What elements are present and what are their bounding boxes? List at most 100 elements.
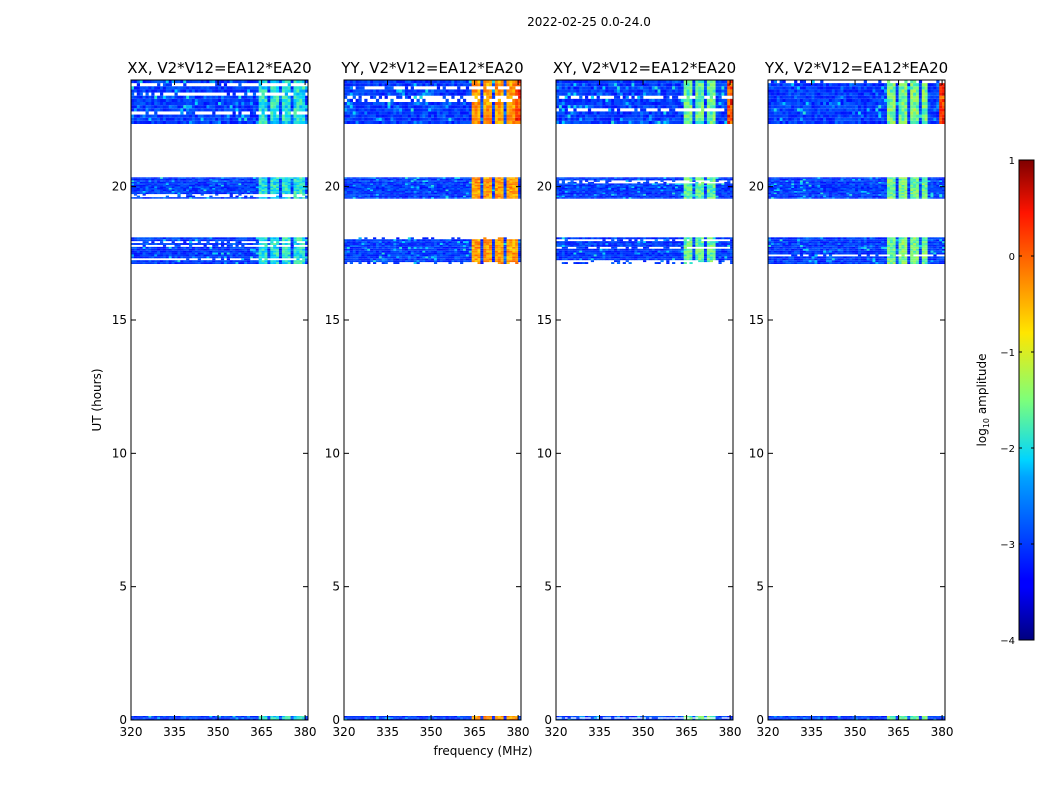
- heatmap-cell: [503, 108, 507, 112]
- heatmap-cell: [148, 105, 152, 109]
- heatmap-cell: [197, 717, 201, 719]
- heatmap-cell: [157, 717, 161, 719]
- heatmap-cell: [355, 114, 359, 118]
- heatmap-cell: [428, 260, 432, 263]
- heatmap-cell: [168, 239, 172, 242]
- heatmap-cell: [480, 252, 484, 255]
- heatmap-cell: [509, 105, 513, 109]
- heatmap-cell: [515, 80, 519, 84]
- heatmap-cell: [244, 243, 248, 245]
- heatmap-cell: [165, 252, 170, 255]
- heatmap-cell: [373, 197, 377, 199]
- heatmap-cell: [431, 248, 435, 251]
- heatmap-cell: [431, 102, 435, 106]
- heatmap-cell: [174, 102, 178, 106]
- heatmap-cell: [378, 83, 383, 87]
- heatmap-cell: [145, 246, 149, 249]
- heatmap-cell: [293, 108, 297, 112]
- heatmap-cell: [157, 718, 161, 720]
- heatmap-cell: [439, 188, 443, 190]
- heatmap-cell: [229, 177, 233, 179]
- heatmap-cell: [518, 184, 522, 187]
- heatmap-cell: [235, 89, 239, 93]
- heatmap-cell: [200, 260, 204, 263]
- heatmap-cell: [416, 180, 420, 182]
- heatmap-cell: [302, 186, 306, 188]
- heatmap-cell: [299, 89, 303, 93]
- heatmap-cell: [448, 105, 452, 109]
- heatmap-cell: [433, 108, 438, 112]
- heatmap-cell: [515, 718, 519, 720]
- heatmap-cell: [194, 256, 199, 259]
- heatmap-cell: [381, 102, 385, 106]
- heatmap-cell: [206, 181, 210, 184]
- heatmap-cell: [361, 244, 365, 247]
- heatmap-cell: [238, 254, 242, 257]
- heatmap-cell: [378, 239, 383, 242]
- heatmap-cell: [293, 248, 297, 251]
- heatmap-cell: [422, 186, 426, 188]
- heatmap-cell: [276, 108, 280, 112]
- heatmap-cell: [232, 250, 236, 253]
- heatmap-cell: [381, 189, 385, 192]
- heatmap-cell: [422, 102, 426, 106]
- heatmap-cell: [425, 92, 429, 96]
- heatmap-cell: [287, 184, 291, 187]
- heatmap-cell: [445, 117, 449, 121]
- heatmap-cell: [229, 184, 233, 187]
- heatmap-cell: [349, 188, 353, 190]
- heatmap-cell: [451, 195, 455, 198]
- heatmap-cell: [387, 192, 391, 195]
- heatmap-cell: [489, 184, 493, 187]
- heatmap-cell: [346, 92, 351, 96]
- heatmap-cell: [477, 246, 481, 249]
- heatmap-cell: [154, 197, 158, 199]
- heatmap-cell: [346, 716, 351, 718]
- heatmap-cell: [512, 188, 516, 190]
- heatmap-cell: [439, 184, 443, 187]
- heatmap-cell: [454, 80, 458, 84]
- heatmap-cell: [200, 180, 204, 182]
- heatmap-cell: [375, 195, 380, 198]
- heatmap-cell: [364, 197, 368, 199]
- heatmap-cell: [506, 80, 510, 84]
- heatmap-cell: [197, 189, 201, 192]
- heatmap-cell: [451, 95, 455, 99]
- heatmap-cell: [209, 181, 213, 184]
- heatmap-cell: [367, 180, 371, 182]
- heatmap-cell: [194, 186, 199, 188]
- heatmap-cell: [349, 250, 353, 253]
- heatmap-cell: [352, 114, 356, 118]
- heatmap-cell: [500, 192, 504, 195]
- heatmap-cell: [165, 177, 170, 179]
- heatmap-cell: [480, 180, 484, 182]
- heatmap-cell: [346, 181, 351, 184]
- heatmap-cell: [194, 237, 199, 240]
- heatmap-cell: [399, 120, 403, 124]
- heatmap-cell: [252, 197, 257, 199]
- heatmap-cell: [209, 108, 213, 112]
- heatmap-cell: [439, 189, 443, 192]
- heatmap-cell: [293, 716, 297, 718]
- heatmap-cell: [491, 241, 496, 244]
- heatmap-cell: [168, 252, 172, 255]
- y-tick-label: 0: [119, 713, 127, 727]
- heatmap-cell: [209, 239, 213, 242]
- heatmap-cell: [399, 108, 403, 112]
- heatmap-cell: [445, 254, 449, 257]
- heatmap-cell: [503, 92, 507, 96]
- heatmap-cell: [402, 189, 406, 192]
- heatmap-cell: [258, 717, 262, 719]
- heatmap-cell: [160, 80, 164, 84]
- plot-area: [556, 80, 733, 720]
- heatmap-cell: [200, 262, 204, 264]
- heatmap-cell: [171, 102, 175, 106]
- heatmap-cell: [177, 246, 181, 249]
- heatmap-cell: [378, 717, 383, 719]
- heatmap-cell: [349, 92, 353, 96]
- heatmap-cell: [299, 718, 303, 720]
- heatmap-cell: [422, 239, 426, 242]
- heatmap-cell: [396, 111, 400, 115]
- heatmap-cell: [462, 181, 467, 184]
- heatmap-cell: [206, 250, 210, 253]
